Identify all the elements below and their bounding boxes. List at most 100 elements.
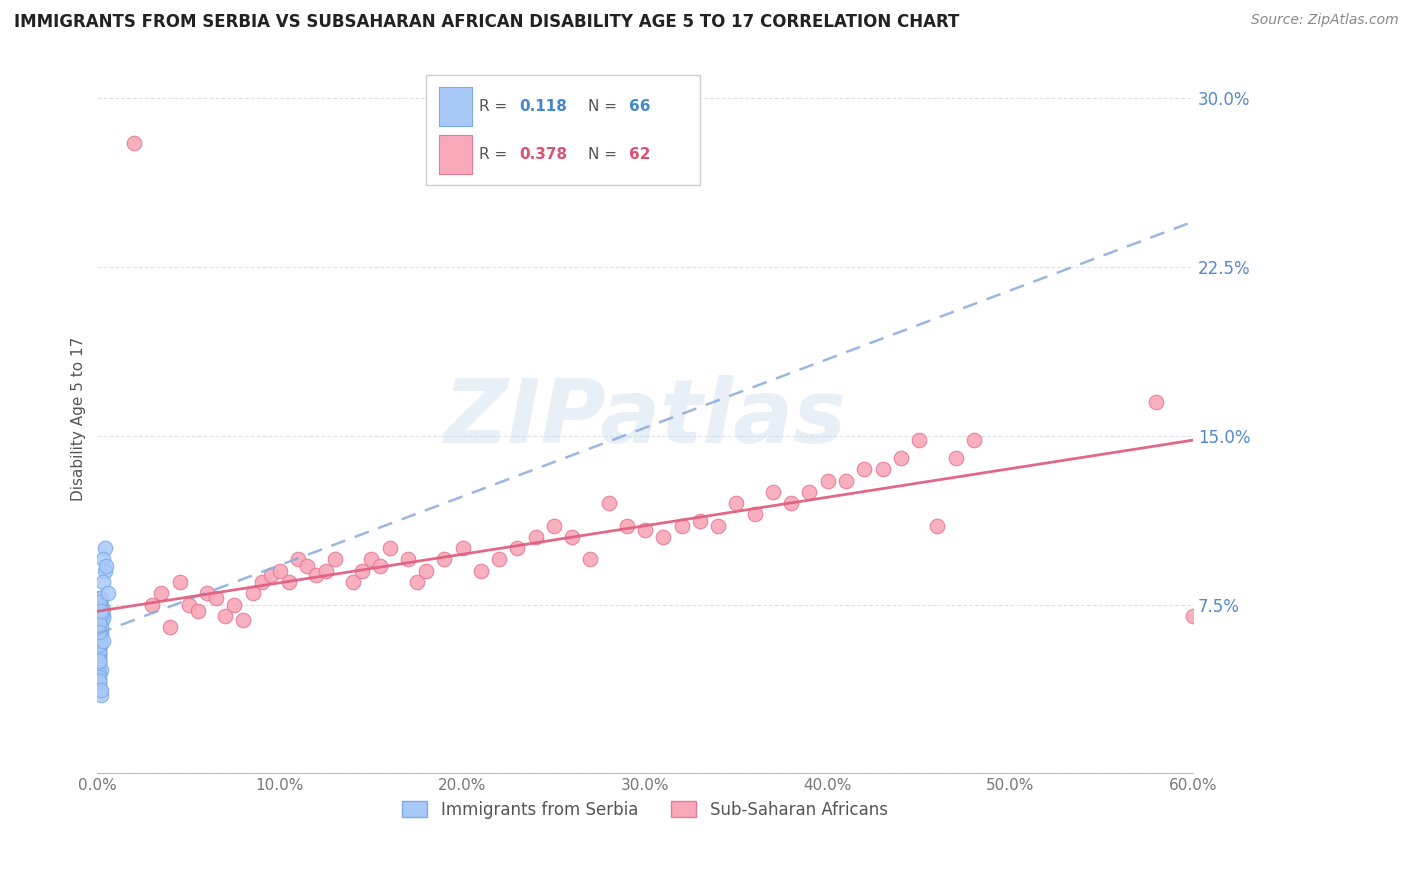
Text: 66: 66 <box>628 99 650 114</box>
Point <box>378 541 401 556</box>
Point <box>89 654 111 668</box>
Point <box>90 615 112 630</box>
Point <box>963 433 986 447</box>
Point <box>89 645 111 659</box>
Point <box>890 451 912 466</box>
Point <box>89 651 111 665</box>
Point <box>1144 395 1167 409</box>
Point <box>1181 608 1204 623</box>
Point <box>89 615 111 630</box>
Point <box>707 518 730 533</box>
Point <box>90 620 112 634</box>
Point <box>433 552 456 566</box>
Point <box>89 595 111 609</box>
Point <box>169 574 191 589</box>
Point <box>352 564 374 578</box>
Point <box>506 541 529 556</box>
Point <box>470 564 492 578</box>
Point <box>90 613 112 627</box>
Point <box>232 613 254 627</box>
Point <box>89 674 111 689</box>
Point <box>488 552 510 566</box>
Point <box>214 608 236 623</box>
Point <box>524 530 547 544</box>
Point <box>406 574 429 589</box>
Point <box>817 474 839 488</box>
Point <box>89 613 111 627</box>
Point <box>89 672 111 686</box>
FancyBboxPatch shape <box>439 135 472 174</box>
Point <box>287 552 309 566</box>
Point <box>945 451 967 466</box>
Point <box>89 617 111 632</box>
Point <box>780 496 803 510</box>
Point <box>89 632 111 646</box>
Point <box>90 663 112 677</box>
Point <box>90 636 112 650</box>
Point <box>89 629 111 643</box>
Point <box>187 604 209 618</box>
Point <box>89 620 111 634</box>
Point <box>90 604 112 618</box>
Point <box>89 676 111 690</box>
Point <box>89 632 111 646</box>
Point <box>315 564 337 578</box>
Point <box>396 552 419 566</box>
Point <box>89 608 111 623</box>
Point <box>89 636 111 650</box>
Point <box>89 620 111 634</box>
Point <box>195 586 218 600</box>
Point <box>89 624 111 639</box>
Point <box>89 658 111 673</box>
Point <box>89 667 111 681</box>
Text: 0.378: 0.378 <box>519 147 567 162</box>
Point <box>90 608 112 623</box>
Text: IMMIGRANTS FROM SERBIA VS SUBSAHARAN AFRICAN DISABILITY AGE 5 TO 17 CORRELATION : IMMIGRANTS FROM SERBIA VS SUBSAHARAN AFR… <box>14 13 959 31</box>
Point <box>89 654 111 668</box>
Point <box>634 523 657 537</box>
Point <box>90 607 112 621</box>
FancyBboxPatch shape <box>439 87 472 126</box>
Point <box>90 591 112 605</box>
FancyBboxPatch shape <box>426 75 700 185</box>
Point <box>744 508 766 522</box>
Point <box>689 514 711 528</box>
Point <box>242 586 264 600</box>
Point <box>89 642 111 657</box>
Point <box>93 541 115 556</box>
Point <box>159 620 181 634</box>
Point <box>205 591 228 605</box>
Point <box>150 586 173 600</box>
Point <box>89 599 111 614</box>
Text: ZIPatlas: ZIPatlas <box>444 376 846 462</box>
Point <box>927 518 949 533</box>
Point <box>561 530 583 544</box>
Point <box>762 484 785 499</box>
Point <box>90 688 112 702</box>
Point <box>89 636 111 650</box>
Point <box>141 598 163 612</box>
Point <box>799 484 821 499</box>
Point <box>652 530 675 544</box>
Point <box>579 552 602 566</box>
Point <box>90 627 112 641</box>
Point <box>89 622 111 636</box>
Point <box>90 608 112 623</box>
Point <box>89 642 111 657</box>
Y-axis label: Disability Age 5 to 17: Disability Age 5 to 17 <box>72 336 86 501</box>
Text: R =: R = <box>478 99 512 114</box>
Point <box>90 683 112 698</box>
Point <box>260 568 283 582</box>
Point <box>90 607 112 621</box>
Point <box>96 559 118 574</box>
Point <box>323 552 346 566</box>
Point <box>91 552 114 566</box>
Point <box>97 586 120 600</box>
Point <box>269 564 291 578</box>
Point <box>671 518 693 533</box>
Point <box>89 613 111 627</box>
Text: N =: N = <box>588 147 621 162</box>
Point <box>342 574 364 589</box>
Point <box>89 640 111 655</box>
Point <box>89 638 111 652</box>
